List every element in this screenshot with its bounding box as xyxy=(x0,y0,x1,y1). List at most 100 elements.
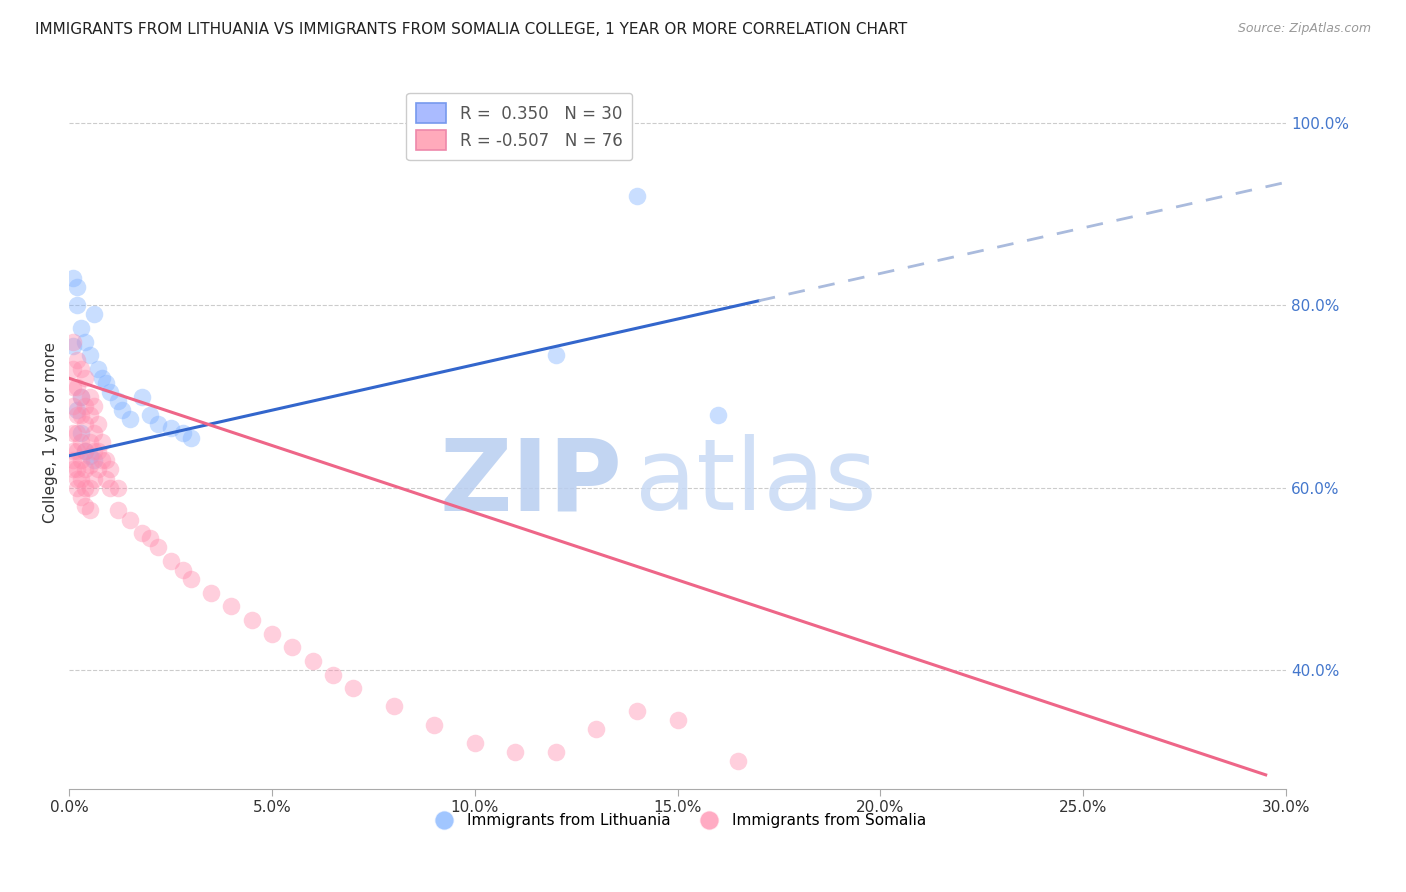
Point xyxy=(90,453,112,467)
Point xyxy=(79,390,101,404)
Point xyxy=(159,553,181,567)
Point xyxy=(83,444,105,458)
Point xyxy=(139,408,162,422)
Point xyxy=(62,399,84,413)
Point xyxy=(79,435,101,450)
Text: ZIP: ZIP xyxy=(440,434,623,532)
Point xyxy=(172,425,194,440)
Point xyxy=(66,380,89,394)
Point xyxy=(322,667,344,681)
Point xyxy=(180,431,202,445)
Point xyxy=(79,349,101,363)
Point xyxy=(120,412,142,426)
Point xyxy=(83,472,105,486)
Point xyxy=(86,362,108,376)
Point xyxy=(83,453,105,467)
Point xyxy=(707,408,730,422)
Point xyxy=(66,481,89,495)
Point xyxy=(240,613,263,627)
Point xyxy=(131,526,153,541)
Point xyxy=(131,390,153,404)
Point xyxy=(75,481,97,495)
Point xyxy=(70,408,93,422)
Y-axis label: College, 1 year or more: College, 1 year or more xyxy=(44,343,58,524)
Point xyxy=(70,472,93,486)
Point xyxy=(159,421,181,435)
Point xyxy=(75,371,97,385)
Point xyxy=(342,681,364,696)
Point xyxy=(75,462,97,476)
Point xyxy=(98,481,121,495)
Point xyxy=(70,453,93,467)
Point xyxy=(107,503,129,517)
Point xyxy=(83,308,105,322)
Point xyxy=(79,458,101,472)
Point xyxy=(66,298,89,312)
Point xyxy=(66,462,89,476)
Point xyxy=(83,425,105,440)
Point xyxy=(120,512,142,526)
Point xyxy=(86,462,108,476)
Point xyxy=(626,704,648,718)
Point xyxy=(86,444,108,458)
Point xyxy=(626,189,648,203)
Point xyxy=(66,444,89,458)
Point xyxy=(200,585,222,599)
Text: atlas: atlas xyxy=(636,434,876,532)
Point xyxy=(111,403,134,417)
Point xyxy=(90,371,112,385)
Point xyxy=(544,745,567,759)
Point xyxy=(70,390,93,404)
Point xyxy=(75,334,97,349)
Point xyxy=(83,399,105,413)
Point xyxy=(70,425,93,440)
Point xyxy=(281,640,304,655)
Point xyxy=(94,472,117,486)
Point xyxy=(75,499,97,513)
Point xyxy=(66,472,89,486)
Text: Source: ZipAtlas.com: Source: ZipAtlas.com xyxy=(1237,22,1371,36)
Point xyxy=(75,417,97,431)
Legend: Immigrants from Lithuania, Immigrants from Somalia: Immigrants from Lithuania, Immigrants fr… xyxy=(423,807,932,834)
Point xyxy=(62,339,84,353)
Point xyxy=(75,444,97,458)
Point xyxy=(585,723,607,737)
Point xyxy=(66,403,89,417)
Point xyxy=(66,353,89,368)
Point xyxy=(66,408,89,422)
Point xyxy=(70,390,93,404)
Point xyxy=(221,599,243,614)
Point xyxy=(62,380,84,394)
Point xyxy=(62,362,84,376)
Point xyxy=(62,444,84,458)
Point xyxy=(301,654,323,668)
Point xyxy=(70,321,93,335)
Point xyxy=(62,334,84,349)
Point xyxy=(79,503,101,517)
Point xyxy=(666,713,689,727)
Point xyxy=(90,435,112,450)
Point xyxy=(79,408,101,422)
Point xyxy=(79,481,101,495)
Point xyxy=(107,481,129,495)
Point xyxy=(70,435,93,450)
Point xyxy=(66,280,89,294)
Point xyxy=(62,271,84,285)
Point xyxy=(139,531,162,545)
Point xyxy=(70,362,93,376)
Point xyxy=(172,563,194,577)
Point xyxy=(75,399,97,413)
Point xyxy=(148,417,170,431)
Point xyxy=(505,745,527,759)
Point xyxy=(148,540,170,554)
Point xyxy=(107,394,129,409)
Point xyxy=(98,462,121,476)
Point xyxy=(86,417,108,431)
Point xyxy=(94,376,117,390)
Point xyxy=(79,449,101,463)
Text: IMMIGRANTS FROM LITHUANIA VS IMMIGRANTS FROM SOMALIA COLLEGE, 1 YEAR OR MORE COR: IMMIGRANTS FROM LITHUANIA VS IMMIGRANTS … xyxy=(35,22,907,37)
Point xyxy=(260,626,283,640)
Point xyxy=(70,490,93,504)
Point xyxy=(464,736,486,750)
Point xyxy=(727,754,749,768)
